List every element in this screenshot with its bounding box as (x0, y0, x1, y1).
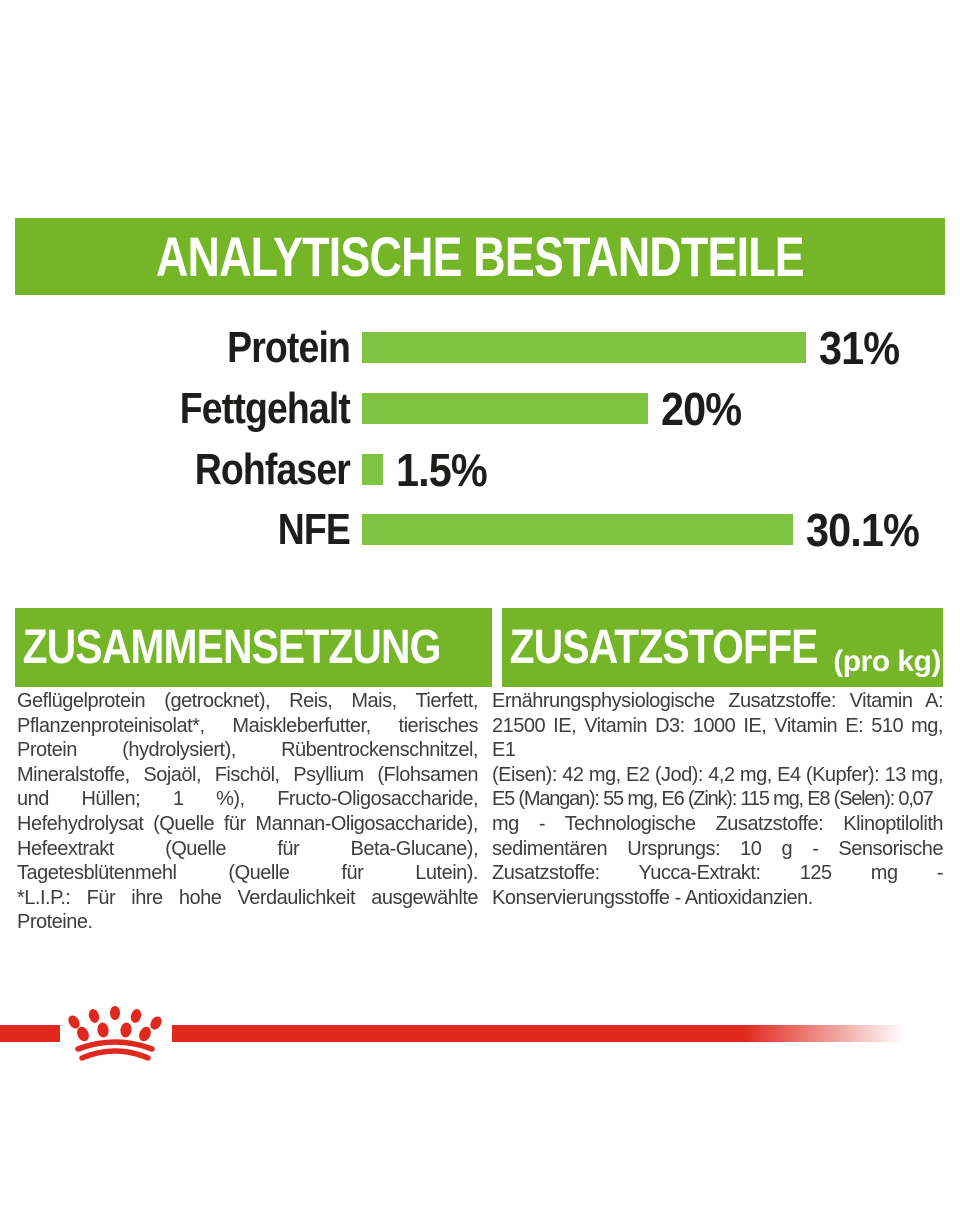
text-line: mg - Technologische Zusatzstoffe: Klinop… (492, 812, 944, 835)
banner-title: ANALYTISCHE BESTANDTEILE (156, 225, 805, 288)
text-line: Geflügelprotein (getrocknet), Reis, Mais… (17, 690, 479, 712)
red-divider-left (0, 1025, 60, 1042)
chart-category-label: Protein (227, 322, 351, 372)
chart-value-label: 20% (661, 382, 742, 435)
text-line: Proteine. (17, 911, 93, 934)
text-line: Tagetesblütenmehl (Quelle für Lutein). (17, 862, 479, 885)
text-line: Hefehydrolysat (Quelle für Mannan-Oligos… (17, 812, 479, 835)
text-line: Konservierungsstoffe - Antioxidanzien. (492, 886, 813, 909)
text-line: Pflanzenproteinisolat*, Maiskleberfutter… (17, 714, 479, 737)
text-line: E5 (Mangan): 55 mg, E6 (Zink): 115 mg, E… (492, 788, 934, 811)
additives-title: ZUSATZSTOFFE (509, 621, 819, 674)
text-line: 21500 IE, Vitamin D3: 1000 IE, Vitamin E… (492, 714, 944, 762)
text-line: Protein (hydrolysiert), Rübentrockenschn… (17, 739, 479, 762)
text-line: Ernährungsphysiologische Zusatzstoffe: V… (492, 690, 944, 712)
chart-bar (362, 332, 806, 363)
chart-category-label: Rohfaser (194, 444, 351, 494)
composition-header: ZUSAMMENSETZUNG (15, 608, 492, 687)
text-line: Hefeextrakt (Quelle für Beta-Glucane), (17, 837, 479, 860)
chart-bar (362, 454, 383, 485)
analytical-constituents-banner: ANALYTISCHE BESTANDTEILE (15, 218, 945, 295)
chart-row: NFE 30.1% (0, 507, 960, 553)
text-line: Zusatzstoffe: Yucca-Extrakt: 125 mg - (492, 862, 944, 885)
chart-row: Rohfaser 1.5% (0, 447, 960, 493)
additives-subtitle: (pro kg) (833, 645, 941, 678)
chart-category-label: NFE (277, 504, 351, 554)
composition-text: Geflügelprotein (getrocknet), Reis, Mais… (17, 689, 479, 935)
chart-value-label: 30.1% (806, 503, 920, 556)
chart-value-label: 31% (819, 321, 900, 374)
text-line: und Hüllen; 1 %), Fructo-Oligosaccharide… (17, 788, 479, 811)
text-line: sedimentären Ursprungs: 10 g - Sensorisc… (492, 837, 944, 860)
chart-category-label: Fettgehalt (179, 383, 351, 433)
additives-text: Ernährungsphysiologische Zusatzstoffe: V… (492, 689, 944, 910)
text-line: (Eisen): 42 mg, E2 (Jod): 4,2 mg, E4 (Ku… (492, 763, 944, 786)
chart-row: Protein 31% (0, 325, 960, 371)
text-line: *L.I.P.: Für ihre hohe Verdaulichkeit au… (17, 886, 479, 909)
chart-value-label: 1.5% (396, 443, 488, 496)
additives-header: ZUSATZSTOFFE (pro kg) (502, 608, 943, 687)
chart-row: Fettgehalt 20% (0, 386, 960, 432)
chart-bar (362, 393, 648, 424)
composition-title: ZUSAMMENSETZUNG (22, 621, 442, 674)
royal-canin-crown-logo (68, 1006, 162, 1061)
chart-bar (362, 514, 793, 545)
red-divider-right (172, 1025, 905, 1042)
text-line: Mineralstoffe, Sojaöl, Fischöl, Psyllium… (17, 763, 479, 786)
